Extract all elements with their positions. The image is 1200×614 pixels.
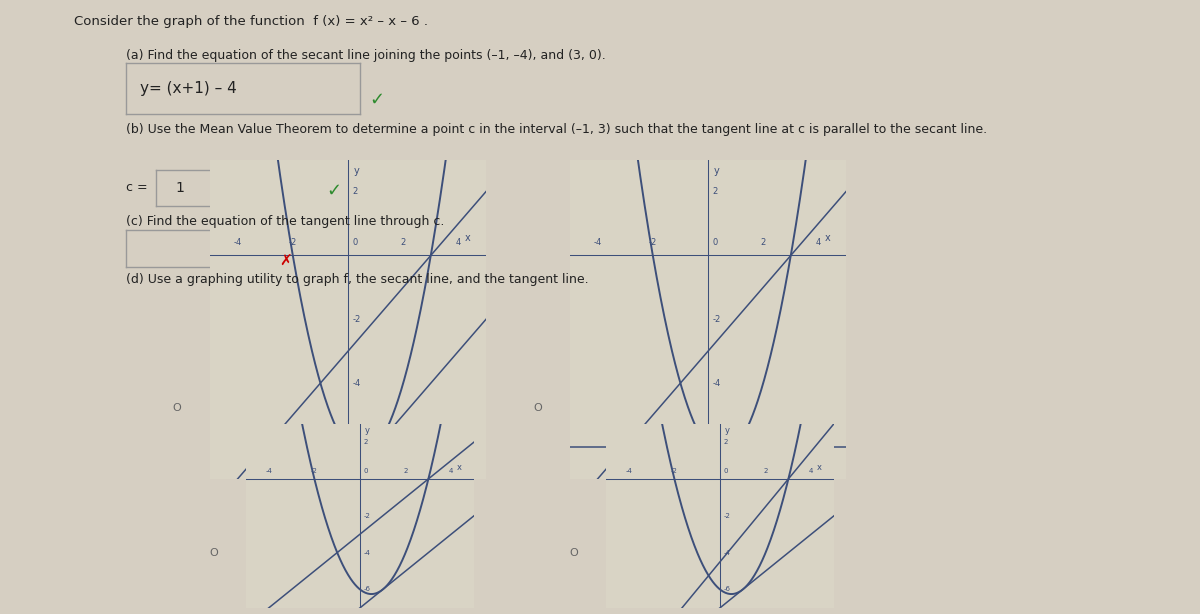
Text: 1: 1 bbox=[175, 181, 185, 195]
Text: -2: -2 bbox=[311, 468, 318, 474]
Text: -6: -6 bbox=[724, 586, 731, 593]
Text: ✓: ✓ bbox=[326, 181, 342, 200]
Text: (b) Use the Mean Value Theorem to determine a point c in the interval (–1, 3) su: (b) Use the Mean Value Theorem to determ… bbox=[126, 123, 988, 136]
Text: -2: -2 bbox=[649, 238, 656, 247]
Text: -4: -4 bbox=[265, 468, 272, 474]
Text: y= (x+1) – 4: y= (x+1) – 4 bbox=[140, 81, 236, 96]
Text: -4: -4 bbox=[594, 238, 601, 247]
Text: y: y bbox=[714, 166, 719, 176]
Text: -6: -6 bbox=[364, 586, 371, 593]
Text: -6: -6 bbox=[712, 443, 720, 451]
Text: -4: -4 bbox=[352, 379, 360, 387]
Text: -2: -2 bbox=[364, 513, 371, 519]
Text: -2: -2 bbox=[352, 315, 360, 324]
Text: 2: 2 bbox=[401, 238, 406, 247]
Text: x: x bbox=[457, 462, 462, 472]
Text: O: O bbox=[569, 548, 578, 558]
Text: c =: c = bbox=[126, 181, 151, 194]
Text: O: O bbox=[172, 403, 181, 413]
Text: ✓: ✓ bbox=[370, 90, 385, 109]
Text: -4: -4 bbox=[234, 238, 241, 247]
Text: -4: -4 bbox=[364, 550, 371, 556]
Text: 4: 4 bbox=[816, 238, 821, 247]
Text: -2: -2 bbox=[671, 468, 678, 474]
Text: -2: -2 bbox=[724, 513, 731, 519]
Text: x: x bbox=[466, 233, 470, 243]
Text: 2: 2 bbox=[352, 187, 358, 196]
Text: (d) Use a graphing utility to graph f, the secant line, and the tangent line.: (d) Use a graphing utility to graph f, t… bbox=[126, 273, 589, 286]
Text: x: x bbox=[826, 233, 830, 243]
Text: x: x bbox=[817, 462, 822, 472]
Text: 2: 2 bbox=[763, 468, 768, 474]
Text: Consider the graph of the function  f (x) = x² – x – 6 .: Consider the graph of the function f (x)… bbox=[74, 15, 428, 28]
Text: 4: 4 bbox=[449, 468, 454, 474]
Text: (c) Find the equation of the tangent line through c.: (c) Find the equation of the tangent lin… bbox=[126, 215, 444, 228]
Text: 2: 2 bbox=[724, 439, 727, 445]
Text: -4: -4 bbox=[724, 550, 731, 556]
Text: 0: 0 bbox=[352, 238, 358, 247]
Text: 4: 4 bbox=[809, 468, 814, 474]
Text: -6: -6 bbox=[352, 443, 360, 451]
Text: 0: 0 bbox=[712, 238, 718, 247]
Text: y: y bbox=[725, 426, 730, 435]
Text: 0: 0 bbox=[364, 468, 368, 474]
Text: -4: -4 bbox=[625, 468, 632, 474]
Text: -2: -2 bbox=[289, 238, 296, 247]
Text: 4: 4 bbox=[456, 238, 461, 247]
Text: 2: 2 bbox=[761, 238, 766, 247]
Text: y: y bbox=[354, 166, 359, 176]
Text: O: O bbox=[533, 403, 542, 413]
Text: 2: 2 bbox=[364, 439, 367, 445]
Text: 0: 0 bbox=[724, 468, 728, 474]
Text: -4: -4 bbox=[712, 379, 720, 387]
Text: (a) Find the equation of the secant line joining the points (–1, –4), and (3, 0): (a) Find the equation of the secant line… bbox=[126, 49, 606, 62]
Text: ✗: ✗ bbox=[280, 254, 293, 268]
Text: y: y bbox=[365, 426, 370, 435]
Text: -2: -2 bbox=[712, 315, 720, 324]
Text: 2: 2 bbox=[403, 468, 408, 474]
Text: O: O bbox=[209, 548, 218, 558]
Text: 2: 2 bbox=[712, 187, 718, 196]
